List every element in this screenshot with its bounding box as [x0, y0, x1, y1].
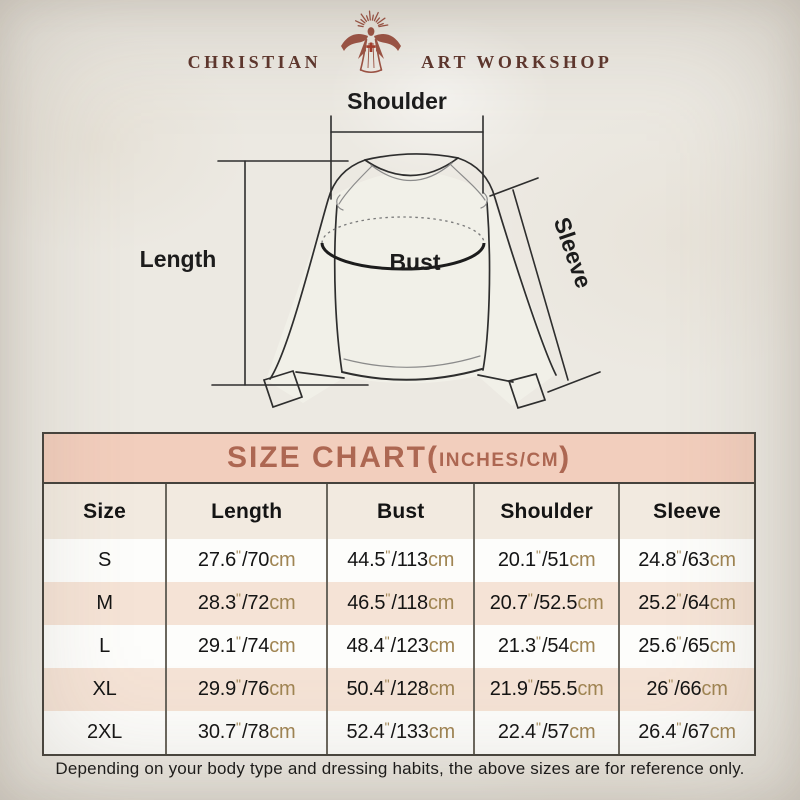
length-cell: 28.3"/72cm	[165, 582, 328, 625]
shoulder-cell: 22.4"/57cm	[473, 711, 620, 754]
sweater-body-fill	[266, 171, 556, 406]
brand-name-right: ART WORKSHOP	[421, 52, 613, 72]
col-header-shoulder: Shoulder	[473, 484, 620, 539]
sleeve-cell: 25.6"/65cm	[618, 625, 754, 668]
col-header-size: Size	[83, 499, 126, 523]
brand-name-left: CHRISTIAN	[187, 52, 322, 72]
bust-cell: 44.5"/113cm	[326, 539, 475, 582]
size-cell: S	[97, 549, 112, 571]
length-cell: 29.1"/74cm	[165, 625, 328, 668]
bust-cell: 50.4"/128cm	[326, 668, 475, 711]
length-label: Length	[140, 246, 217, 272]
shoulder-cell: 21.3"/54cm	[473, 625, 620, 668]
sweater-outline	[262, 153, 557, 410]
sleeve-cell: 24.8"/63cm	[618, 539, 754, 582]
length-cell: 27.6"/70cm	[165, 539, 328, 582]
size-chart-subtitle: INCHES/CM	[438, 449, 560, 471]
size-chart-banner: SIZE CHART(INCHES/CM)	[44, 434, 754, 484]
table-row: M 28.3"/72cm 46.5"/118cm 20.7"/52.5cm 25.2"/…	[44, 582, 754, 625]
sleeve-cell: 25.2"/64cm	[618, 582, 754, 625]
jesus-figure-icon	[331, 10, 411, 91]
sweater-seam-lines	[336, 162, 488, 368]
col-header-sleeve: Sleeve	[618, 484, 754, 539]
brand-header: CHRISTIAN	[0, 10, 800, 91]
size-cell: XL	[92, 678, 117, 700]
bust-cell: 46.5"/118cm	[326, 582, 475, 625]
bust-label: Bust	[389, 249, 440, 275]
size-chart: SIZE CHART(INCHES/CM) Size Length Bust S…	[42, 432, 756, 756]
length-cell: 29.9"/76cm	[165, 668, 328, 711]
size-table: Size Length Bust Shoulder Sleeve S 27.6"/…	[44, 484, 754, 754]
size-cell: L	[99, 635, 111, 657]
header-row: Size Length Bust Shoulder Sleeve	[44, 484, 754, 539]
bust-cell: 48.4"/123cm	[326, 625, 475, 668]
shoulder-cell: 20.7"/52.5cm	[473, 582, 620, 625]
sweater-diagram: Shoulder Length Bust Sleeve	[140, 88, 601, 410]
size-cell: M	[96, 592, 113, 614]
measurement-lines	[211, 115, 601, 393]
size-cell: 2XL	[87, 721, 123, 743]
table-row: XL 29.9"/76cm 50.4"/128cm 21.9"/55.5cm 26"/6…	[44, 668, 754, 711]
sleeve-label: Sleeve	[549, 214, 597, 291]
shoulder-cell: 20.1"/51cm	[473, 539, 620, 582]
bust-cell: 52.4"/133cm	[326, 711, 475, 754]
footer-note: Depending on your body type and dressing…	[55, 759, 745, 778]
table-row: L 29.1"/74cm 48.4"/123cm 21.3"/54cm 25.6"/65…	[44, 625, 754, 668]
shoulder-cell: 21.9"/55.5cm	[473, 668, 620, 711]
size-table-body: S 27.6"/70cm 44.5"/113cm 20.1"/51cm 24.8"/63…	[44, 539, 754, 754]
table-row: 2XL 30.7"/78cm 52.4"/133cm 22.4"/57cm 26.4"/…	[44, 711, 754, 754]
length-cell: 30.7"/78cm	[165, 711, 328, 754]
size-chart-title-close: )	[559, 441, 572, 474]
table-row: S 27.6"/70cm 44.5"/113cm 20.1"/51cm 24.8"/63…	[44, 539, 754, 582]
bust-line-solid	[320, 242, 486, 271]
bust-line-dashed	[321, 216, 485, 244]
col-header-length: Length	[165, 484, 328, 539]
size-table-header: Size Length Bust Shoulder Sleeve	[44, 484, 754, 539]
shoulder-label: Shoulder	[347, 88, 447, 114]
col-header-bust: Bust	[326, 484, 475, 539]
size-chart-title: SIZE CHART(	[226, 441, 439, 474]
sleeve-cell: 26.4"/67cm	[618, 711, 754, 754]
sleeve-cell: 26"/66cm	[618, 668, 754, 711]
